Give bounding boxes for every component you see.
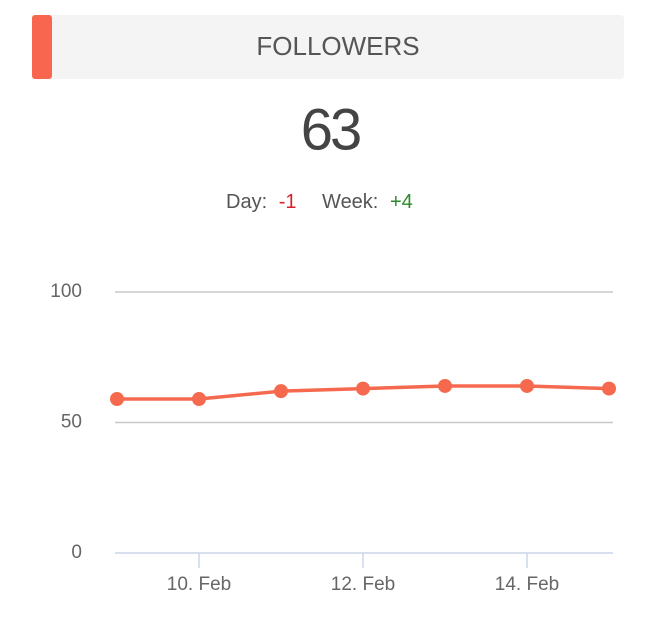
data-point — [192, 392, 206, 407]
data-point — [274, 384, 288, 399]
day-change: -1 — [279, 191, 297, 213]
y-tick-label: 50 — [61, 412, 82, 433]
day-label: Day: — [226, 191, 267, 213]
header-accent — [32, 15, 52, 79]
x-tick-label: 10. Feb — [167, 574, 231, 595]
week-change: +4 — [390, 191, 413, 213]
week-label: Week: — [322, 191, 378, 213]
y-tick-label: 0 — [71, 542, 82, 563]
stat-value: 63 — [301, 97, 360, 162]
data-point — [602, 381, 616, 396]
data-point — [520, 378, 534, 393]
data-point — [356, 381, 370, 396]
header-title: FOLLOWERS — [256, 31, 419, 61]
x-tick-label: 12. Feb — [331, 574, 395, 595]
data-point — [110, 392, 124, 407]
x-tick-label: 14. Feb — [495, 574, 559, 595]
y-tick-label: 100 — [50, 281, 82, 302]
stat-changes: Day: -1 Week: +4 — [226, 191, 413, 213]
data-point — [438, 378, 452, 393]
header-bar — [32, 15, 624, 79]
